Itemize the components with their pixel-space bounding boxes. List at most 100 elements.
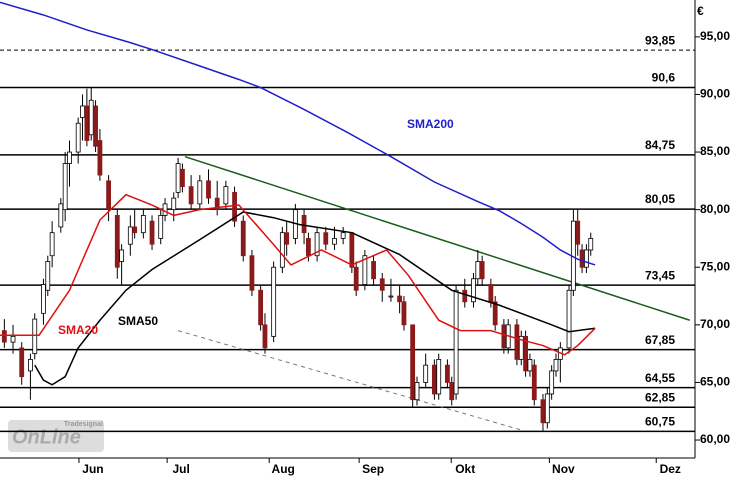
candle-body bbox=[206, 180, 211, 199]
candle-body bbox=[62, 163, 68, 211]
logo: Tradesignal OnLine bbox=[8, 420, 104, 452]
candle-body bbox=[93, 105, 98, 147]
candle-body bbox=[32, 318, 38, 355]
candle-body bbox=[49, 232, 55, 257]
candle-body bbox=[401, 301, 407, 326]
candle-body bbox=[197, 180, 203, 205]
candle-body bbox=[88, 99, 94, 136]
candle-body bbox=[544, 393, 550, 424]
candle-body bbox=[127, 226, 133, 245]
candle-body bbox=[488, 284, 494, 303]
candle-body bbox=[106, 180, 111, 211]
candle-body bbox=[431, 364, 437, 395]
x-tick-label: Okt bbox=[455, 462, 475, 476]
y-tick-label: 90,00 bbox=[700, 87, 730, 101]
candle-body bbox=[162, 203, 168, 216]
candle-body bbox=[471, 278, 476, 303]
series-label: SMA20 bbox=[58, 323, 98, 337]
candle-body bbox=[306, 238, 311, 257]
level-label: 67,85 bbox=[645, 333, 675, 347]
candle-body bbox=[45, 261, 51, 291]
candle-body bbox=[301, 215, 307, 234]
candle-body bbox=[84, 105, 90, 141]
candle-body bbox=[175, 163, 181, 193]
candle-body bbox=[214, 197, 220, 211]
candle-body bbox=[566, 289, 572, 349]
candle-body bbox=[479, 261, 485, 280]
candle-body bbox=[340, 232, 346, 239]
candle-body bbox=[180, 168, 185, 188]
candle-body bbox=[67, 151, 72, 164]
candle-body bbox=[445, 364, 450, 383]
candle-body bbox=[41, 284, 46, 314]
logo-brand: Tradesignal bbox=[64, 421, 103, 428]
level-label: 90,6 bbox=[652, 71, 676, 85]
level-label: 60,75 bbox=[645, 415, 675, 429]
trendline bbox=[177, 330, 521, 431]
candle-body bbox=[188, 186, 194, 205]
candle-body bbox=[540, 399, 546, 424]
candle-body bbox=[531, 364, 537, 401]
candle-body bbox=[414, 382, 420, 401]
candle-body bbox=[149, 220, 155, 245]
trendline bbox=[184, 155, 691, 321]
candle-body bbox=[279, 232, 285, 268]
candle-body bbox=[140, 215, 146, 234]
candle-body bbox=[371, 261, 376, 280]
x-tick-label: Jul bbox=[172, 462, 189, 476]
candle-body bbox=[397, 295, 403, 303]
level-label: 62,85 bbox=[645, 390, 675, 404]
logo-product: OnLine bbox=[12, 426, 81, 448]
candle-body bbox=[323, 232, 329, 245]
candle-body bbox=[388, 295, 394, 298]
candle-body bbox=[453, 289, 459, 395]
candle-body bbox=[119, 249, 125, 262]
level-label: 64,55 bbox=[645, 371, 675, 385]
candle-body bbox=[462, 289, 468, 303]
candle-body bbox=[475, 261, 481, 280]
candle-body bbox=[553, 358, 559, 372]
candle-body bbox=[262, 324, 268, 349]
candle-body bbox=[58, 203, 64, 228]
x-tick-label: Nov bbox=[552, 462, 575, 476]
y-tick-label: 70,00 bbox=[700, 317, 730, 331]
logo-box bbox=[8, 420, 104, 452]
candle-body bbox=[223, 186, 229, 205]
candle-body bbox=[171, 197, 177, 211]
candle-body bbox=[28, 358, 33, 372]
x-tick-label: Dez bbox=[660, 462, 681, 476]
candle-body bbox=[353, 266, 359, 291]
candle-body bbox=[132, 226, 138, 234]
x-tick-label: Sep bbox=[362, 462, 384, 476]
candle-body bbox=[436, 358, 442, 395]
y-tick-label: 75,00 bbox=[700, 259, 730, 273]
candle-body bbox=[362, 255, 368, 285]
candle-body bbox=[579, 249, 585, 268]
level-label: 73,45 bbox=[645, 268, 675, 282]
moving-average bbox=[0, 1, 596, 266]
y-tick-label: 85,00 bbox=[700, 144, 730, 158]
y-tick-label: 60,00 bbox=[700, 432, 730, 446]
candle-body bbox=[423, 364, 429, 383]
candle-body bbox=[575, 220, 581, 245]
candle-body bbox=[1, 330, 7, 343]
currency-label: € bbox=[697, 4, 704, 18]
candle-body bbox=[410, 324, 416, 401]
candle-body bbox=[549, 370, 555, 395]
candle-body bbox=[75, 122, 81, 153]
level-label: 93,85 bbox=[645, 33, 675, 47]
y-tick-label: 95,00 bbox=[700, 29, 730, 43]
series-label: SMA50 bbox=[118, 314, 158, 328]
candle-body bbox=[80, 105, 85, 118]
candle-body bbox=[492, 301, 498, 326]
candle-body bbox=[514, 324, 520, 360]
candle-body bbox=[588, 238, 594, 251]
y-tick-label: 80,00 bbox=[700, 202, 730, 216]
candle-body bbox=[501, 324, 507, 349]
candle-body bbox=[19, 347, 25, 378]
candle-body bbox=[114, 215, 120, 268]
candle-body bbox=[349, 232, 355, 268]
moving-average bbox=[0, 193, 596, 356]
candle-body bbox=[379, 278, 385, 291]
